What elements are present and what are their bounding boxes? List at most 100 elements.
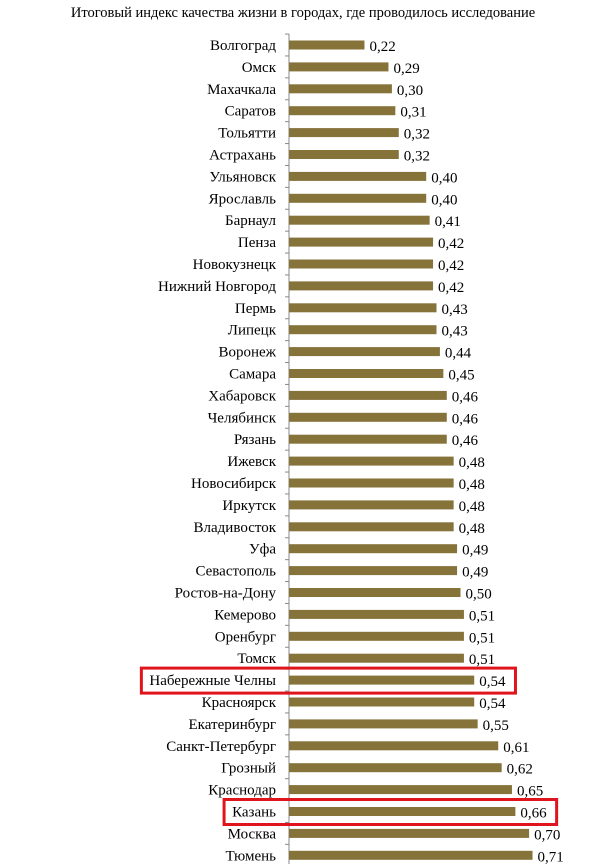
bar bbox=[289, 281, 434, 291]
bar bbox=[289, 347, 440, 357]
bar bbox=[289, 456, 454, 466]
bar bbox=[289, 40, 365, 50]
value-label: 0,65 bbox=[517, 784, 543, 800]
bar bbox=[289, 303, 437, 313]
value-label: 0,70 bbox=[534, 827, 560, 843]
value-label: 0,48 bbox=[459, 455, 485, 471]
category-label: Томск bbox=[237, 651, 276, 667]
value-label: 0,51 bbox=[469, 652, 495, 668]
category-label: Ростов-на-Дону bbox=[175, 586, 277, 602]
value-label: 0,61 bbox=[503, 740, 529, 756]
category-label: Челябинск bbox=[208, 410, 277, 426]
category-label: Набережные Челны bbox=[149, 673, 276, 689]
category-label: Нижний Новгород bbox=[158, 279, 276, 295]
category-label: Уфа bbox=[249, 542, 276, 558]
category-label: Санкт-Петербург bbox=[166, 739, 276, 755]
bar bbox=[289, 500, 454, 510]
bar bbox=[289, 84, 392, 94]
category-label: Рязань bbox=[234, 432, 276, 448]
bar bbox=[289, 106, 396, 116]
highlight-box bbox=[222, 798, 559, 826]
category-label: Пенза bbox=[238, 235, 276, 251]
value-label: 0,54 bbox=[479, 696, 506, 712]
value-label: 0,46 bbox=[452, 389, 479, 405]
category-label: Севастополь bbox=[195, 564, 276, 580]
value-label: 0,55 bbox=[483, 718, 509, 734]
category-label: Саратов bbox=[225, 104, 276, 120]
category-label: Барнаул bbox=[225, 213, 277, 229]
bar bbox=[289, 325, 437, 335]
bar bbox=[289, 522, 454, 532]
bar bbox=[289, 412, 447, 422]
bar bbox=[289, 237, 434, 247]
value-label: 0,31 bbox=[400, 105, 426, 121]
category-label: Иркутск bbox=[222, 498, 276, 514]
value-label: 0,43 bbox=[441, 302, 467, 318]
value-label: 0,66 bbox=[520, 806, 547, 822]
category-label: Тольятти bbox=[218, 126, 276, 142]
category-label: Липецк bbox=[228, 323, 277, 339]
value-label: 0,71 bbox=[538, 849, 564, 864]
category-label: Самара bbox=[229, 367, 276, 383]
value-label: 0,49 bbox=[462, 565, 488, 581]
value-label: 0,51 bbox=[469, 630, 495, 646]
value-label: 0,49 bbox=[462, 543, 488, 559]
value-label: 0,50 bbox=[466, 587, 492, 603]
category-label: Владивосток bbox=[194, 520, 277, 536]
value-label: 0,32 bbox=[404, 149, 430, 165]
value-label: 0,42 bbox=[438, 236, 464, 252]
category-label: Пермь bbox=[235, 301, 276, 317]
category-label: Махачкала bbox=[207, 82, 276, 98]
bar bbox=[289, 741, 499, 751]
bar bbox=[289, 193, 427, 203]
category-label: Тюмень bbox=[226, 848, 277, 864]
category-label: Ярославль bbox=[209, 191, 277, 207]
value-label: 0,48 bbox=[459, 521, 485, 537]
bar bbox=[289, 62, 389, 72]
bar bbox=[289, 763, 502, 773]
value-label: 0,29 bbox=[393, 61, 419, 77]
category-label: Хабаровск bbox=[208, 388, 276, 404]
bar bbox=[289, 675, 475, 685]
category-label: Воронеж bbox=[218, 345, 276, 361]
category-label: Астрахань bbox=[209, 148, 276, 164]
value-label: 0,43 bbox=[441, 324, 467, 340]
category-label: Кемерово bbox=[214, 607, 276, 623]
category-label: Екатеринбург bbox=[189, 717, 276, 733]
bar bbox=[289, 807, 516, 816]
bar bbox=[289, 828, 530, 838]
category-label: Волгоград bbox=[210, 38, 276, 54]
bar bbox=[289, 631, 464, 641]
value-label: 0,54 bbox=[479, 674, 506, 690]
category-label: Ульяновск bbox=[209, 169, 276, 185]
value-label: 0,41 bbox=[435, 214, 461, 230]
bar bbox=[289, 588, 461, 597]
bar bbox=[289, 369, 444, 378]
bar bbox=[289, 215, 430, 225]
value-label: 0,46 bbox=[452, 411, 479, 427]
value-label: 0,45 bbox=[448, 368, 474, 384]
category-label: Новокузнецк bbox=[193, 257, 277, 273]
highlight-box bbox=[139, 666, 517, 695]
category-label: Краснодар bbox=[208, 783, 276, 799]
bar bbox=[289, 390, 447, 400]
bar bbox=[289, 653, 464, 663]
bar bbox=[289, 171, 427, 181]
value-label: 0,40 bbox=[431, 170, 457, 186]
value-label: 0,42 bbox=[438, 258, 464, 274]
value-label: 0,30 bbox=[397, 83, 423, 99]
value-label: 0,42 bbox=[438, 280, 464, 296]
value-label: 0,40 bbox=[431, 192, 457, 208]
bar bbox=[289, 478, 454, 488]
value-label: 0,44 bbox=[445, 346, 472, 362]
value-label: 0,22 bbox=[369, 39, 395, 55]
bar bbox=[289, 850, 533, 860]
category-label: Казань bbox=[232, 805, 276, 821]
value-label: 0,51 bbox=[469, 608, 495, 624]
value-label: 0,62 bbox=[507, 762, 533, 778]
bar bbox=[289, 785, 512, 795]
bar bbox=[289, 259, 434, 269]
bar bbox=[289, 719, 478, 729]
category-label: Оренбург bbox=[215, 629, 276, 645]
